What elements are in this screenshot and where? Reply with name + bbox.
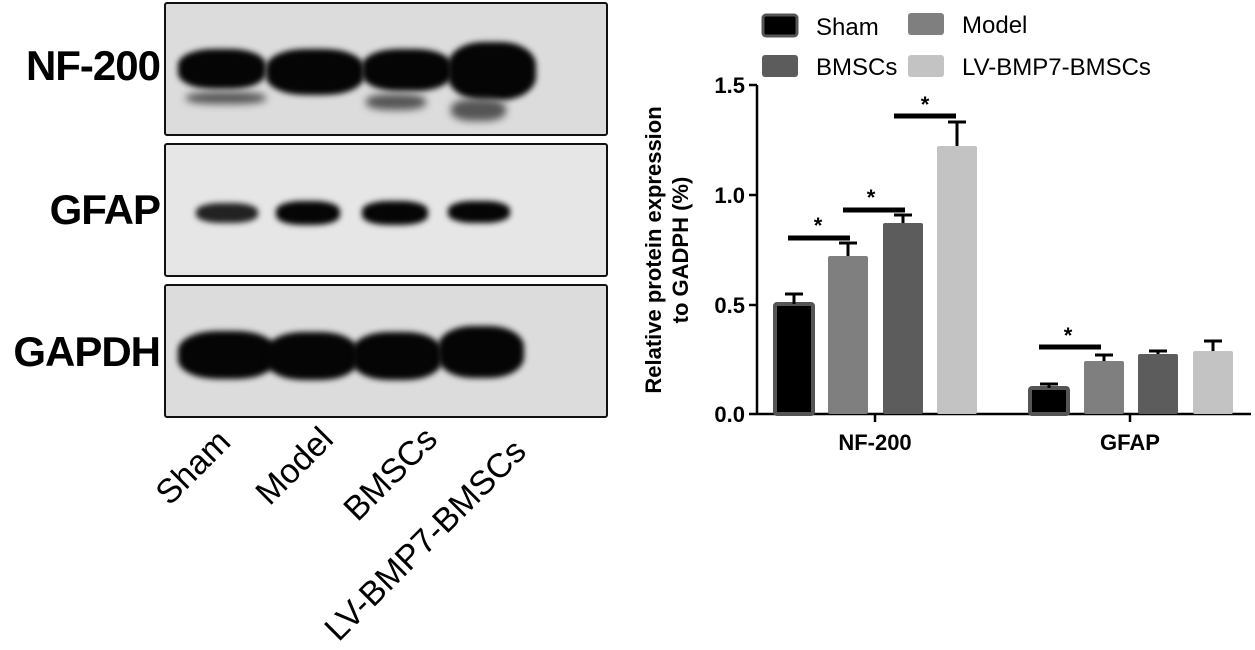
error-bars-nf200 <box>785 120 966 304</box>
svg-text:1.5: 1.5 <box>714 73 745 98</box>
y-axis <box>749 83 759 416</box>
svg-text:Relative protein expression: Relative protein expression <box>641 106 666 393</box>
bar-gfap-lv-bmp7-bmscs <box>1193 351 1233 414</box>
svg-text:*: * <box>1064 323 1073 348</box>
legend-swatch-bmscs <box>762 55 798 77</box>
svg-text:*: * <box>814 213 823 238</box>
blot-row-label-nf200: NF-200 <box>25 42 161 89</box>
legend-swatch-model <box>908 13 944 35</box>
svg-text:to GADPH (%): to GADPH (%) <box>668 177 693 324</box>
x-tick-labels: NF-200 GFAP <box>838 430 1160 455</box>
legend-label-sham: Sham <box>816 14 879 41</box>
svg-text:0.0: 0.0 <box>714 402 745 427</box>
bar-nf200-lv-bmp7-bmscs <box>937 146 977 414</box>
svg-text:1.0: 1.0 <box>714 183 745 208</box>
significance-brackets <box>788 113 1101 350</box>
legend: Sham Model BMSCs LV-BMP7-BMSCs <box>761 12 1151 81</box>
bar-nf200-bmscs <box>883 223 923 414</box>
legend-swatch-lv-bmp7-bmscs <box>908 55 944 77</box>
legend-label-model: Model <box>962 12 1027 39</box>
y-tick-labels: 0.0 0.5 1.0 1.5 <box>714 73 745 427</box>
y-axis-label: Relative protein expression to GADPH (%) <box>641 106 693 393</box>
bar-gfap-sham <box>1028 386 1070 416</box>
error-bars-gfap <box>1040 339 1222 388</box>
blot-row-label-gapdh: GAPDH <box>13 328 161 375</box>
legend-swatch-sham <box>761 13 799 38</box>
bar-gfap-model <box>1084 361 1124 414</box>
bar-nf200-sham <box>773 302 815 416</box>
svg-text:0.5: 0.5 <box>714 293 745 318</box>
significance-stars: * * * * <box>814 92 1073 348</box>
bar-group-gfap <box>1028 351 1233 416</box>
svg-text:*: * <box>867 185 876 210</box>
svg-text:*: * <box>921 92 930 117</box>
blot-nf200 <box>164 2 608 136</box>
svg-text:GFAP: GFAP <box>1100 430 1160 455</box>
legend-label-lv-bmp7-bmscs: LV-BMP7-BMSCs <box>962 54 1151 81</box>
blot-gapdh <box>164 284 608 418</box>
bar-gfap-bmscs <box>1138 354 1178 414</box>
bar-nf200-model <box>828 256 868 414</box>
bar-group-nf200 <box>773 146 977 416</box>
blot-row-label-gfap: GFAP <box>49 186 161 233</box>
legend-label-bmscs: BMSCs <box>816 54 897 81</box>
blot-gfap <box>164 143 608 277</box>
svg-text:NF-200: NF-200 <box>838 430 911 455</box>
x-axis <box>757 412 1251 422</box>
